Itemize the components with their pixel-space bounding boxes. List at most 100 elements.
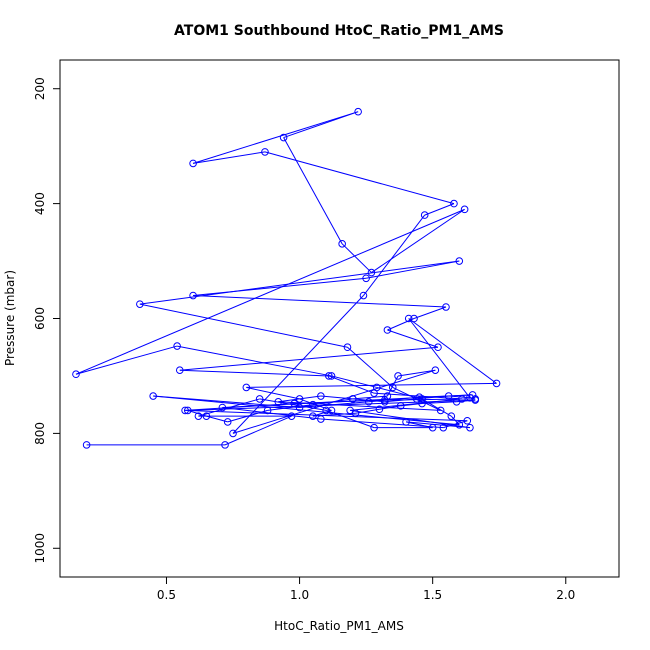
data-point: [455, 257, 464, 265]
data-point: [402, 418, 410, 426]
series-segment: [246, 382, 497, 388]
data-point: [309, 400, 317, 409]
series-segment: [352, 395, 388, 400]
series-segment: [341, 243, 372, 273]
data-point: [460, 205, 469, 214]
data-point: [295, 395, 304, 403]
y-axis-ticks: 200 400 600 800 1000: [33, 77, 60, 564]
data-point: [383, 392, 392, 400]
data-point: [327, 406, 336, 415]
data-point: [362, 274, 370, 283]
series-segment: [376, 386, 423, 400]
data-point: [428, 423, 437, 432]
data-point: [136, 300, 144, 308]
series-segment: [397, 369, 436, 377]
series-segment: [153, 395, 460, 426]
data-point: [410, 314, 418, 323]
data-point: [317, 392, 325, 400]
x-tick-label: 2.0: [556, 588, 575, 602]
x-tick-label: 0.5: [157, 588, 176, 602]
data-point: [325, 372, 333, 380]
data-point: [463, 416, 472, 425]
data-point: [274, 397, 283, 406]
series-segment: [193, 151, 266, 164]
data-point: [295, 403, 304, 412]
data-point: [396, 402, 405, 410]
data-point: [183, 406, 192, 415]
data-point: [189, 159, 197, 168]
data-point: [354, 107, 362, 116]
series-segment: [193, 277, 367, 297]
data-point: [338, 240, 346, 248]
data-point: [72, 370, 80, 379]
series-segment: [232, 295, 364, 434]
data-point: [349, 395, 357, 403]
data-point: [468, 391, 477, 399]
series-segment: [224, 415, 292, 446]
series-segment: [424, 203, 455, 216]
series-segment: [413, 306, 447, 319]
data-point: [322, 406, 330, 415]
series-segment: [366, 260, 460, 279]
chart-title: ATOM1 Southbound HtoC_Ratio_PM1_AMS: [174, 23, 504, 39]
data-point: [261, 148, 269, 156]
series-segment: [328, 375, 375, 394]
x-tick-label: 1.0: [290, 588, 309, 602]
data-point: [181, 406, 189, 415]
series-segment: [320, 418, 444, 429]
y-tick-label: 600: [33, 307, 47, 330]
y-tick-label: 800: [33, 422, 47, 445]
series-segment: [75, 345, 178, 375]
series-segment: [139, 260, 460, 305]
data-point: [375, 405, 384, 414]
series-segment: [421, 401, 457, 405]
series-segment: [331, 375, 377, 388]
series-segment: [267, 404, 313, 411]
data-point: [287, 412, 296, 420]
data-point: [189, 291, 197, 300]
data-point: [290, 399, 299, 408]
data-point: [351, 409, 360, 418]
series-segment: [153, 395, 300, 409]
data-point: [218, 403, 227, 412]
data-point: [444, 392, 453, 400]
series-segment: [299, 401, 369, 409]
data-point: [175, 366, 184, 375]
series-segment: [408, 318, 497, 384]
data-point: [82, 441, 91, 449]
data-point: [388, 383, 397, 392]
series-segment: [193, 295, 446, 308]
series-segment: [283, 137, 343, 245]
data-point: [442, 303, 450, 311]
series-segment: [139, 303, 348, 348]
x-axis-label: HtoC_Ratio_PM1_AMS: [274, 619, 404, 633]
data-point: [466, 423, 474, 432]
series-segment: [246, 386, 300, 400]
data-point: [359, 291, 368, 300]
data-point: [404, 314, 413, 323]
data-point: [492, 379, 501, 388]
data-point: [370, 423, 378, 432]
series-segment: [371, 208, 465, 273]
data-point: [431, 366, 440, 375]
data-point: [173, 342, 181, 350]
data-point: [202, 412, 211, 420]
series-segment: [259, 398, 327, 411]
data-point: [420, 211, 429, 219]
series-segment: [421, 398, 452, 417]
data-series: [72, 107, 501, 449]
data-point: [317, 415, 325, 423]
series-segment: [75, 208, 465, 375]
series-segment: [179, 346, 439, 371]
y-axis-label: Pressure (mbar): [3, 270, 17, 366]
series-segment: [192, 111, 359, 164]
data-point: [450, 199, 458, 208]
data-point: [149, 392, 157, 400]
data-point: [367, 268, 376, 277]
data-point: [309, 412, 317, 420]
data-point: [447, 412, 456, 420]
data-point: [343, 343, 352, 352]
series-segment: [355, 408, 380, 414]
x-tick-label: 1.5: [423, 588, 442, 602]
